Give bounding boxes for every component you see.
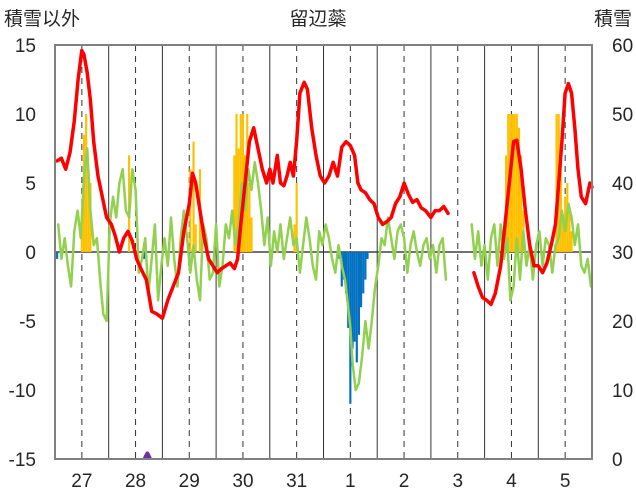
lines-layer bbox=[55, 48, 594, 458]
orange-bar-22 bbox=[295, 183, 298, 252]
left-tick-label-1: 10 bbox=[15, 105, 36, 126]
red-series-line bbox=[55, 48, 594, 320]
blue-bar-7 bbox=[347, 252, 350, 328]
blue-bar-0 bbox=[56, 252, 59, 259]
x-tick-label-0: 27 bbox=[71, 471, 92, 492]
right-axis-label: 積雪 bbox=[594, 8, 632, 30]
right-tick-label-0: 60 bbox=[612, 36, 633, 57]
right-tick-label-1: 50 bbox=[612, 105, 633, 126]
blue-bar-12 bbox=[357, 252, 361, 335]
orange-bar-9 bbox=[194, 224, 197, 252]
bars-layer bbox=[56, 114, 573, 404]
orange-bar-38 bbox=[568, 210, 571, 252]
left-tick-label-5: -10 bbox=[9, 381, 36, 402]
left-tick-label-3: 0 bbox=[25, 243, 36, 264]
orange-bar-14 bbox=[237, 148, 240, 252]
left-axis-ticks: 15 10 5 0 -5 -10 -15 bbox=[9, 36, 36, 471]
x-tick-label-7: 3 bbox=[452, 471, 463, 492]
plot-frame bbox=[54, 44, 593, 460]
blue-bar-11 bbox=[355, 252, 358, 363]
left-axis-label: 積雪以外 bbox=[4, 8, 80, 30]
x-tick-label-3: 30 bbox=[232, 471, 253, 492]
orange-bar-7 bbox=[189, 169, 192, 252]
orange-bar-20 bbox=[250, 217, 253, 252]
blue-bar-13 bbox=[360, 252, 363, 308]
orange-bar-29 bbox=[517, 127, 521, 252]
orange-bar-26 bbox=[511, 114, 514, 252]
x-tick-label-1: 28 bbox=[125, 471, 146, 492]
left-tick-label-2: 5 bbox=[25, 174, 36, 195]
left-tick-label-4: -5 bbox=[19, 312, 36, 333]
orange-bar-32 bbox=[555, 114, 558, 252]
right-tick-label-3: 30 bbox=[612, 243, 633, 264]
orange-bar-27 bbox=[513, 114, 516, 252]
blue-bar-1 bbox=[143, 252, 146, 259]
x-tick-label-6: 2 bbox=[399, 471, 410, 492]
orange-bar-35 bbox=[561, 217, 565, 252]
orange-bar-39 bbox=[570, 231, 573, 252]
right-tick-label-6: 0 bbox=[612, 450, 623, 471]
x-tick-label-9: 5 bbox=[560, 471, 571, 492]
orange-bar-19 bbox=[248, 183, 251, 252]
x-tick-label-5: 1 bbox=[345, 471, 356, 492]
orange-bar-21 bbox=[293, 224, 296, 252]
blue-bar-15 bbox=[364, 252, 367, 280]
right-tick-label-2: 40 bbox=[612, 174, 633, 195]
blue-bar-9 bbox=[351, 252, 354, 349]
x-tick-label-4: 31 bbox=[286, 471, 307, 492]
right-tick-label-5: 10 bbox=[612, 381, 633, 402]
orange-bar-11 bbox=[199, 224, 203, 252]
purple-series-line bbox=[145, 454, 592, 458]
orange-bar-2 bbox=[85, 114, 88, 252]
left-tick-label-6: -15 bbox=[9, 450, 36, 471]
orange-bar-12 bbox=[233, 155, 236, 252]
x-tick-label-2: 29 bbox=[179, 471, 200, 492]
orange-bar-8 bbox=[192, 141, 195, 252]
right-tick-label-4: 20 bbox=[612, 312, 633, 333]
x-tick-label-8: 4 bbox=[506, 471, 517, 492]
blue-bar-14 bbox=[362, 252, 365, 294]
green-series-line bbox=[56, 147, 593, 392]
blue-bar-16 bbox=[366, 252, 369, 259]
blue-bar-6 bbox=[344, 252, 348, 294]
orange-bar-30 bbox=[520, 155, 523, 252]
x-axis-ticks: 27 28 29 30 31 1 2 3 4 5 bbox=[71, 471, 570, 492]
orange-bar-3 bbox=[87, 169, 90, 252]
blue-bar-10 bbox=[353, 252, 356, 342]
blue-bar-5 bbox=[342, 252, 345, 280]
chart-title: 留辺蘂 bbox=[289, 8, 346, 30]
orange-bar-34 bbox=[559, 155, 562, 252]
orange-bar-13 bbox=[235, 114, 238, 252]
left-tick-label-0: 15 bbox=[15, 36, 36, 57]
orange-bar-28 bbox=[515, 114, 518, 252]
right-axis-ticks: 60 50 40 30 20 10 0 bbox=[612, 36, 633, 471]
